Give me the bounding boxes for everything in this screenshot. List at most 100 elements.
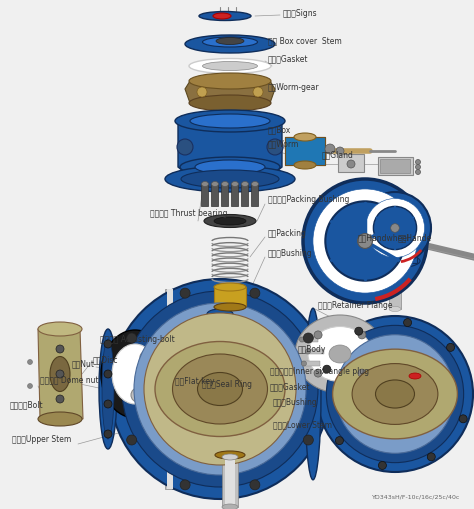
Circle shape <box>253 88 263 98</box>
Text: 密封垆Gasket: 密封垆Gasket <box>268 54 309 64</box>
Text: 蜂轮Worm-gear: 蜂轮Worm-gear <box>268 82 319 91</box>
Ellipse shape <box>190 385 198 389</box>
Ellipse shape <box>195 161 265 175</box>
Ellipse shape <box>219 395 241 403</box>
Bar <box>208 315 232 344</box>
Circle shape <box>180 289 190 299</box>
Text: 密封垆Gasket: 密封垆Gasket <box>270 382 310 391</box>
Bar <box>389 262 401 309</box>
Circle shape <box>323 365 331 374</box>
Ellipse shape <box>201 182 209 187</box>
Text: 调节负栖 Adjusting-bolt: 调节负栖 Adjusting-bolt <box>100 335 175 344</box>
Polygon shape <box>216 389 244 409</box>
Text: 上轴杆Upper Stem: 上轴杆Upper Stem <box>12 435 71 444</box>
Ellipse shape <box>207 340 233 349</box>
Circle shape <box>197 88 207 98</box>
Circle shape <box>403 319 411 327</box>
Ellipse shape <box>308 327 372 382</box>
Circle shape <box>177 140 193 156</box>
Circle shape <box>325 145 335 155</box>
Ellipse shape <box>214 303 246 312</box>
Bar <box>241 185 248 207</box>
Ellipse shape <box>99 329 117 449</box>
Ellipse shape <box>180 158 280 178</box>
Ellipse shape <box>211 182 219 187</box>
Text: 填料压円Packing Bushing: 填料压円Packing Bushing <box>268 195 349 204</box>
Ellipse shape <box>305 308 321 480</box>
Circle shape <box>427 453 435 461</box>
Circle shape <box>314 370 322 377</box>
Bar <box>231 185 238 207</box>
Ellipse shape <box>207 309 233 319</box>
Bar <box>211 185 218 207</box>
Circle shape <box>250 289 260 299</box>
Bar <box>373 242 417 264</box>
Text: 阀体Body: 阀体Body <box>298 345 327 354</box>
Ellipse shape <box>294 134 316 142</box>
Bar <box>225 457 235 507</box>
Bar <box>302 361 320 366</box>
Circle shape <box>378 462 386 469</box>
Text: 上轴套Bushing: 上轴套Bushing <box>268 249 313 258</box>
Circle shape <box>327 326 464 463</box>
Ellipse shape <box>215 427 245 435</box>
Text: 下轴套Bushing: 下轴套Bushing <box>273 398 318 407</box>
Circle shape <box>303 435 313 445</box>
Bar <box>215 431 245 455</box>
Circle shape <box>358 370 366 377</box>
Bar <box>285 138 325 165</box>
Text: 平键Flat key: 平键Flat key <box>175 377 215 386</box>
Circle shape <box>110 279 330 499</box>
Bar <box>221 185 228 207</box>
Ellipse shape <box>409 373 421 379</box>
Text: 推力轴承 Thrust bearing: 推力轴承 Thrust bearing <box>150 209 228 218</box>
Ellipse shape <box>370 254 420 268</box>
Circle shape <box>416 170 420 175</box>
Ellipse shape <box>294 162 316 169</box>
Ellipse shape <box>231 182 238 187</box>
Circle shape <box>250 480 260 490</box>
Bar <box>251 185 258 207</box>
Ellipse shape <box>352 364 438 425</box>
Ellipse shape <box>295 316 385 393</box>
Ellipse shape <box>190 115 270 129</box>
Ellipse shape <box>199 13 251 21</box>
Ellipse shape <box>389 307 401 312</box>
Circle shape <box>355 327 363 335</box>
Circle shape <box>127 333 137 344</box>
Circle shape <box>140 352 150 362</box>
Ellipse shape <box>112 344 158 404</box>
Text: 负母Nut: 负母Nut <box>72 359 95 368</box>
Text: 下轴杆Lower Stem: 下轴杆Lower Stem <box>273 420 332 429</box>
Text: 压欠圈Retainer Flange: 压欠圈Retainer Flange <box>318 301 392 310</box>
Text: 内六角夹塑Inner six angle plug: 内六角夹塑Inner six angle plug <box>270 367 369 376</box>
Ellipse shape <box>202 63 257 71</box>
Ellipse shape <box>50 357 70 392</box>
Ellipse shape <box>189 74 271 90</box>
Ellipse shape <box>204 215 256 228</box>
Ellipse shape <box>189 60 271 74</box>
Ellipse shape <box>101 330 169 418</box>
Text: YD343sH/F-10c/16c/25c/40c: YD343sH/F-10c/16c/25c/40c <box>372 494 460 499</box>
Circle shape <box>336 335 454 454</box>
Text: 密封圈Seal Ring: 密封圈Seal Ring <box>202 380 252 389</box>
Text: 简体Box: 简体Box <box>268 125 291 134</box>
Ellipse shape <box>155 342 285 437</box>
Circle shape <box>104 430 112 438</box>
Circle shape <box>303 180 427 303</box>
Circle shape <box>459 415 467 423</box>
Circle shape <box>27 360 33 365</box>
Text: 谍板Disc: 谍板Disc <box>93 355 118 364</box>
Ellipse shape <box>198 373 243 406</box>
Ellipse shape <box>38 412 82 426</box>
Ellipse shape <box>173 354 267 424</box>
Ellipse shape <box>219 415 241 420</box>
Circle shape <box>104 400 112 408</box>
Circle shape <box>303 333 313 344</box>
Ellipse shape <box>221 182 228 187</box>
Circle shape <box>314 331 322 339</box>
Ellipse shape <box>222 454 238 460</box>
Ellipse shape <box>222 504 238 509</box>
Circle shape <box>104 341 112 348</box>
Ellipse shape <box>190 423 198 427</box>
